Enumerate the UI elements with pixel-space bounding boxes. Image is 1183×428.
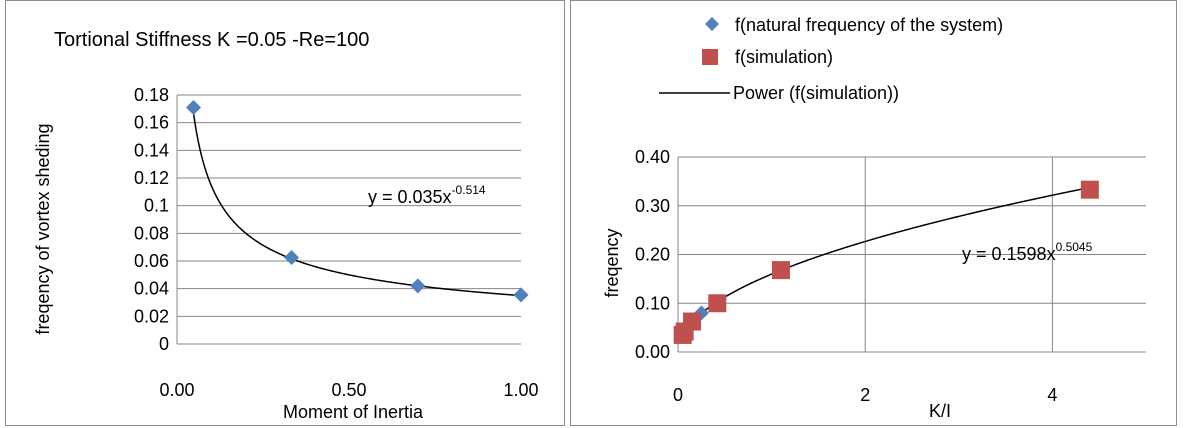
chart1-y-axis-label: freqency of vortex sheding: [33, 123, 53, 334]
chart1-equation: y = 0.035x-0.514: [368, 183, 486, 207]
c1-y-tick-label: 0.16: [134, 113, 169, 133]
chart2-legend: f(natural frequency of the system) f(sim…: [659, 15, 1003, 103]
chart2-power-trendline: [681, 186, 1090, 338]
c1-y-tick-label: 0.18: [134, 85, 169, 105]
c1-point-series-0: [186, 99, 202, 115]
c2-point-series-1: [1080, 180, 1099, 199]
c1-y-tick-label: 0.1: [144, 196, 169, 216]
chart2-x-tick-labels: 0 2 4: [673, 385, 1057, 405]
legend-diamond-marker: [705, 17, 719, 31]
chart1-title: Tortional Stiffness K =0.05 -Re=100: [54, 29, 369, 51]
c2-point-series-1: [683, 312, 702, 331]
chart2-data-points: [673, 180, 1099, 344]
chart1-gridlines: [176, 94, 521, 345]
chart2-y-tick-labels: 0.00 0.10 0.20 0.30 0.40: [635, 147, 670, 362]
chart1-equation-exponent: -0.514: [452, 183, 486, 197]
chart2-equation-text: y = 0.1598x: [962, 244, 1056, 264]
c1-y-tick-label: 0.12: [134, 168, 169, 188]
c1-y-tick-label: 0.06: [134, 251, 169, 271]
c2-y-tick-label: 0.30: [635, 196, 670, 216]
c1-y-tick-label: 0.14: [134, 140, 169, 160]
chart2-gridlines: [677, 156, 1146, 353]
c1-point-series-0: [284, 250, 300, 266]
c1-y-tick-label: 0.02: [134, 306, 169, 326]
legend-power-trendline: Power (f(simulation)): [733, 83, 899, 103]
c2-x-tick-label: 2: [860, 385, 870, 405]
c2-y-tick-label: 0.10: [635, 293, 670, 313]
chart2-y-axis-label: freqency: [602, 228, 622, 297]
c1-y-tick-label: 0.04: [134, 279, 169, 299]
chart2-equation-exponent: 0.5045: [1056, 240, 1093, 254]
chart1-x-tick-labels: 0.00 0.50 1.00: [159, 380, 538, 400]
chart-frequency-vs-k-over-i: f(natural frequency of the system) f(sim…: [602, 15, 1146, 421]
chart1-power-trendline: [191, 105, 522, 297]
chart1-equation-text: y = 0.035x: [368, 187, 452, 207]
c1-x-tick-label: 0.50: [331, 380, 366, 400]
c1-y-tick-label: 0.08: [134, 223, 169, 243]
c1-x-tick-label: 0.00: [159, 380, 194, 400]
chart2-x-axis-label: K/I: [929, 401, 951, 421]
right-chart-panel: f(natural frequency of the system) f(sim…: [570, 0, 1177, 426]
c1-point-series-0: [410, 278, 426, 294]
c1-y-tick-label: 0: [159, 334, 169, 354]
c1-point-series-0: [513, 287, 529, 303]
legend-natural-frequency: f(natural frequency of the system): [735, 15, 1003, 35]
legend-simulation: f(simulation): [735, 47, 833, 67]
c2-point-series-1: [771, 261, 790, 280]
chart1-x-axis-label: Moment of Inertia: [283, 402, 424, 422]
legend-square-marker: [702, 49, 718, 65]
chart1-y-tick-labels: 0 0.02 0.04 0.06 0.08 0.1 0.12 0.14 0.16 0.18: [134, 85, 169, 354]
chart1-data-points: [186, 99, 529, 303]
left-chart-panel: Tortional Stiffness K =0.05 -Re=100 0 0.0…: [5, 0, 565, 426]
c2-y-tick-label: 0.20: [635, 245, 670, 265]
c2-point-series-1: [708, 294, 727, 313]
c2-x-tick-label: 4: [1047, 385, 1057, 405]
chart-frequency-vs-moment-of-inertia: Tortional Stiffness K =0.05 -Re=100 0 0.0…: [33, 29, 539, 422]
c2-y-tick-label: 0.40: [635, 147, 670, 167]
chart2-equation: y = 0.1598x0.5045: [962, 240, 1093, 264]
c1-x-tick-label: 1.00: [503, 380, 538, 400]
c2-y-tick-label: 0.00: [635, 342, 670, 362]
c2-x-tick-label: 0: [673, 385, 683, 405]
